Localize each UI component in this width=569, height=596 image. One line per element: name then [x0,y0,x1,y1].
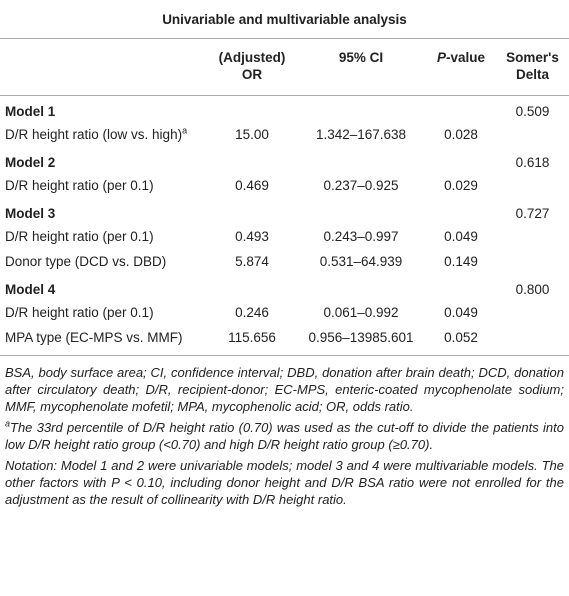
variable-label: Donor type (DCD vs. DBD) [0,249,208,274]
variable-label-text: D/R height ratio (per 0.1) [5,229,154,244]
model-row: Model 4 0.800 [0,274,569,300]
table-title: Univariable and multivariable analysis [0,0,569,39]
header-row: (Adjusted) OR 95% CI P-value Somer's Delta [0,38,569,96]
p-value: 0.049 [444,305,478,320]
table-rule [0,355,569,356]
confidence-interval: 0.243–0.997 [323,229,399,244]
confidence-interval: 0.237–0.925 [323,178,399,193]
variable-label-text: D/R height ratio (per 0.1) [5,305,154,320]
odds-ratio: 0.493 [235,229,269,244]
empty-cell [496,300,569,325]
variable-label: MPA type (EC-MPS vs. MMF) [0,325,208,355]
column-header-text: Somer's Delta [506,50,559,82]
footnote-text: The 33rd percentile of D/R height ratio … [5,420,564,452]
column-header-text: 95% CI [338,50,384,65]
model-name: Model 1 [5,104,56,119]
variable-label: D/R height ratio (per 0.1) [0,300,208,325]
column-header: P-value [426,38,496,96]
model-row: Model 2 0.618 [0,147,569,173]
variable-row: D/R height ratio (per 0.1) 0.469 0.237–0.9… [0,173,569,198]
column-header: (Adjusted) OR [208,38,296,96]
somers-delta: 0.727 [515,206,550,221]
results-table: Univariable and multivariable analysis (… [0,0,569,356]
p-value: 0.029 [444,178,478,193]
variable-row: D/R height ratio (per 0.1) 0.493 0.243–0.9… [0,224,569,249]
p-value: 0.028 [444,127,478,142]
notation: Notation: Model 1 and 2 were univariable… [5,458,564,507]
model-row: Model 1 0.509 [0,96,569,123]
column-header-text: (Adjusted) OR [218,50,286,82]
footnotes: BSA, body surface area; CI, confidence i… [0,356,569,508]
odds-ratio: 0.246 [235,305,269,320]
variable-row: D/R height ratio (low vs. high)a 15.00 1.3… [0,122,569,147]
variable-row: MPA type (EC-MPS vs. MMF) 115.656 0.956–13… [0,325,569,355]
abbreviations: BSA, body surface area; CI, confidence i… [5,365,564,414]
empty-cell [496,122,569,147]
variable-label: D/R height ratio (per 0.1) [0,224,208,249]
odds-ratio: 0.469 [235,178,269,193]
variable-label: D/R height ratio (low vs. high)a [0,122,208,147]
confidence-interval: 0.061–0.992 [323,305,399,320]
model-name: Model 3 [5,206,56,221]
somers-delta: 0.509 [515,104,550,119]
variable-label-text: D/R height ratio (per 0.1) [5,178,154,193]
table-body: Model 1 0.509 D/R height ratio (low vs. hi… [0,96,569,356]
empty-cell [496,325,569,355]
odds-ratio: 115.656 [228,330,276,345]
table-head: Univariable and multivariable analysis (… [0,0,569,96]
p-value: 0.052 [444,330,478,345]
variable-label: D/R height ratio (per 0.1) [0,173,208,198]
somers-delta: 0.800 [515,282,550,297]
variable-label-text: MPA type (EC-MPS vs. MMF) [5,330,183,345]
footnote-marker: a [5,418,11,429]
column-header: Somer's Delta [496,38,569,96]
confidence-interval: 0.956–13985.601 [308,330,414,345]
odds-ratio: 5.874 [235,254,269,269]
somers-delta: 0.618 [515,155,550,170]
empty-cell [496,249,569,274]
empty-cell [496,173,569,198]
confidence-interval: 0.531–64.939 [319,254,403,269]
variable-row: Donor type (DCD vs. DBD) 5.874 0.531–64.93… [0,249,569,274]
variable-label-text: D/R height ratio (low vs. high) [5,127,183,142]
variable-row: D/R height ratio (per 0.1) 0.246 0.061–0.9… [0,300,569,325]
model-row: Model 3 0.727 [0,198,569,224]
model-name: Model 2 [5,155,56,170]
p-value: 0.149 [444,254,478,269]
column-header: 95% CI [296,38,426,96]
footnote: aThe 33rd percentile of D/R height ratio… [5,419,564,453]
footnote-marker: a [182,125,188,136]
variable-label-text: Donor type (DCD vs. DBD) [5,254,167,269]
p-value: 0.049 [444,229,478,244]
model-name: Model 4 [5,282,56,297]
header-cell [0,38,208,96]
confidence-interval: 1.342–167.638 [315,127,407,142]
empty-cell [496,224,569,249]
column-header-text: P-value [436,50,486,65]
odds-ratio: 15.00 [235,127,269,142]
